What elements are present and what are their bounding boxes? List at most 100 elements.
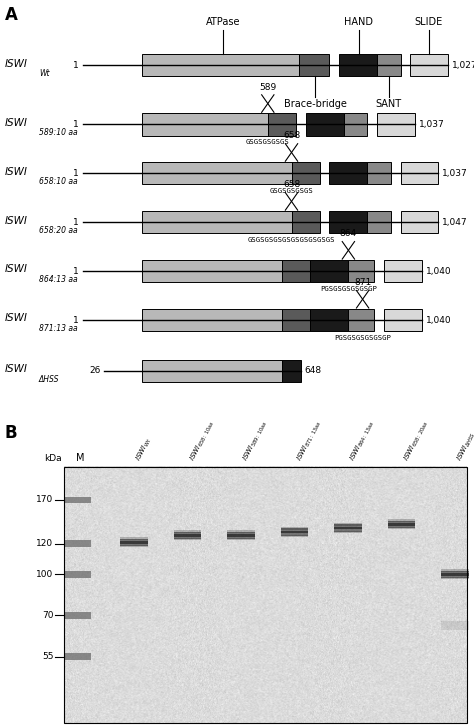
Text: 871:13 aa: 871:13 aa	[39, 324, 77, 333]
Text: 871: 871	[354, 278, 371, 288]
Bar	[281, 529, 308, 531]
Text: ISWI$_{\Delta HSS}$: ISWI$_{\Delta HSS}$	[455, 431, 474, 464]
Text: ISWI$_{864:\,13aa}$: ISWI$_{864:\,13aa}$	[348, 419, 377, 464]
Bar	[334, 523, 362, 526]
Bar	[367, 211, 391, 234]
Bar	[441, 571, 469, 573]
Bar	[299, 54, 329, 76]
Text: 648: 648	[305, 366, 322, 376]
Text: ISWI$_{658:\,20aa}$: ISWI$_{658:\,20aa}$	[401, 419, 431, 464]
Text: ISWI: ISWI	[5, 364, 27, 374]
Text: 1: 1	[73, 315, 79, 325]
Bar	[228, 537, 255, 539]
Bar	[292, 211, 320, 234]
Bar	[348, 260, 374, 282]
Text: 1,040: 1,040	[426, 315, 451, 325]
Bar	[377, 54, 401, 76]
Bar	[388, 519, 415, 522]
Text: 1,047: 1,047	[442, 218, 468, 226]
Text: GSGSGSGSGS: GSGSGSGSGS	[270, 188, 313, 194]
Bar	[142, 309, 282, 331]
Text: Brace-bridge: Brace-bridge	[284, 99, 346, 109]
Bar	[329, 211, 367, 234]
Text: GSGSGSGSGS: GSGSGSGSGS	[246, 139, 290, 145]
Text: HAND: HAND	[344, 17, 374, 27]
Text: 100: 100	[36, 570, 54, 579]
Bar	[282, 360, 301, 382]
Text: GSGSGSGSGSGSGSGSGSGS: GSGSGSGSGSGSGSGSGSGS	[248, 237, 335, 242]
Text: 70: 70	[42, 611, 54, 620]
Text: ISWI: ISWI	[5, 215, 27, 226]
Bar	[441, 569, 469, 572]
Text: Wt: Wt	[39, 69, 49, 79]
Text: 864:13 aa: 864:13 aa	[39, 275, 77, 284]
Text: 1,040: 1,040	[426, 266, 451, 276]
Bar	[388, 526, 415, 528]
Text: 26: 26	[89, 366, 100, 376]
Bar	[282, 260, 310, 282]
Text: 658:10 aa: 658:10 aa	[39, 178, 77, 186]
Bar	[142, 260, 282, 282]
Text: 658: 658	[283, 132, 300, 141]
Text: 864: 864	[340, 229, 357, 238]
Bar	[142, 211, 292, 234]
Text: A: A	[5, 6, 18, 24]
Text: ISWI$_{Wt}$: ISWI$_{Wt}$	[134, 436, 155, 464]
Bar	[281, 531, 308, 534]
Bar	[174, 531, 201, 534]
Bar	[441, 573, 469, 576]
Bar	[441, 577, 469, 579]
Bar	[310, 260, 348, 282]
Text: 1: 1	[73, 120, 79, 129]
Text: 658:20 aa: 658:20 aa	[39, 226, 77, 235]
Text: ISWI: ISWI	[5, 313, 27, 323]
Bar	[281, 534, 308, 536]
Text: PGSGSGSGSGSGP: PGSGSGSGSGSGP	[334, 334, 391, 341]
Bar	[310, 309, 348, 331]
Bar	[339, 54, 377, 76]
Text: SANT: SANT	[375, 99, 402, 109]
Bar	[228, 531, 255, 533]
Text: ISWI: ISWI	[5, 118, 27, 127]
Bar	[334, 531, 362, 533]
Bar	[334, 529, 362, 532]
Text: PGSGSGSGSGSGP: PGSGSGSGSGSGP	[320, 285, 377, 292]
Bar	[142, 113, 268, 135]
Bar	[64, 467, 467, 724]
Bar	[329, 162, 367, 184]
Text: kDa: kDa	[44, 454, 62, 464]
Bar	[268, 113, 296, 135]
Text: ISWI: ISWI	[5, 167, 27, 177]
Text: 658: 658	[283, 181, 300, 189]
Bar	[441, 576, 469, 578]
Text: M: M	[76, 454, 85, 464]
Text: ΔHSS: ΔHSS	[39, 375, 59, 384]
Bar	[174, 531, 201, 533]
Bar	[64, 496, 91, 504]
Bar	[174, 537, 201, 539]
Text: 589:10 aa: 589:10 aa	[39, 128, 77, 138]
Text: 589: 589	[259, 82, 276, 92]
Text: 55: 55	[42, 652, 54, 661]
Bar	[306, 113, 344, 135]
Bar	[388, 527, 415, 529]
Bar	[344, 113, 367, 135]
Bar	[292, 162, 320, 184]
Bar	[388, 523, 415, 526]
Text: 120: 120	[36, 539, 54, 548]
Bar	[377, 113, 415, 135]
Bar	[120, 537, 148, 540]
Text: ATPase: ATPase	[206, 17, 240, 27]
Bar	[228, 534, 255, 537]
Text: ISWI$_{871:\,13aa}$: ISWI$_{871:\,13aa}$	[294, 419, 324, 464]
Text: ISWI: ISWI	[5, 58, 27, 68]
Bar	[410, 54, 448, 76]
Bar	[64, 612, 91, 619]
Bar	[120, 544, 148, 546]
Bar	[64, 653, 91, 660]
Bar	[120, 541, 148, 544]
Bar	[367, 162, 391, 184]
Text: 1: 1	[73, 169, 79, 178]
Bar	[401, 162, 438, 184]
Bar	[401, 211, 438, 234]
